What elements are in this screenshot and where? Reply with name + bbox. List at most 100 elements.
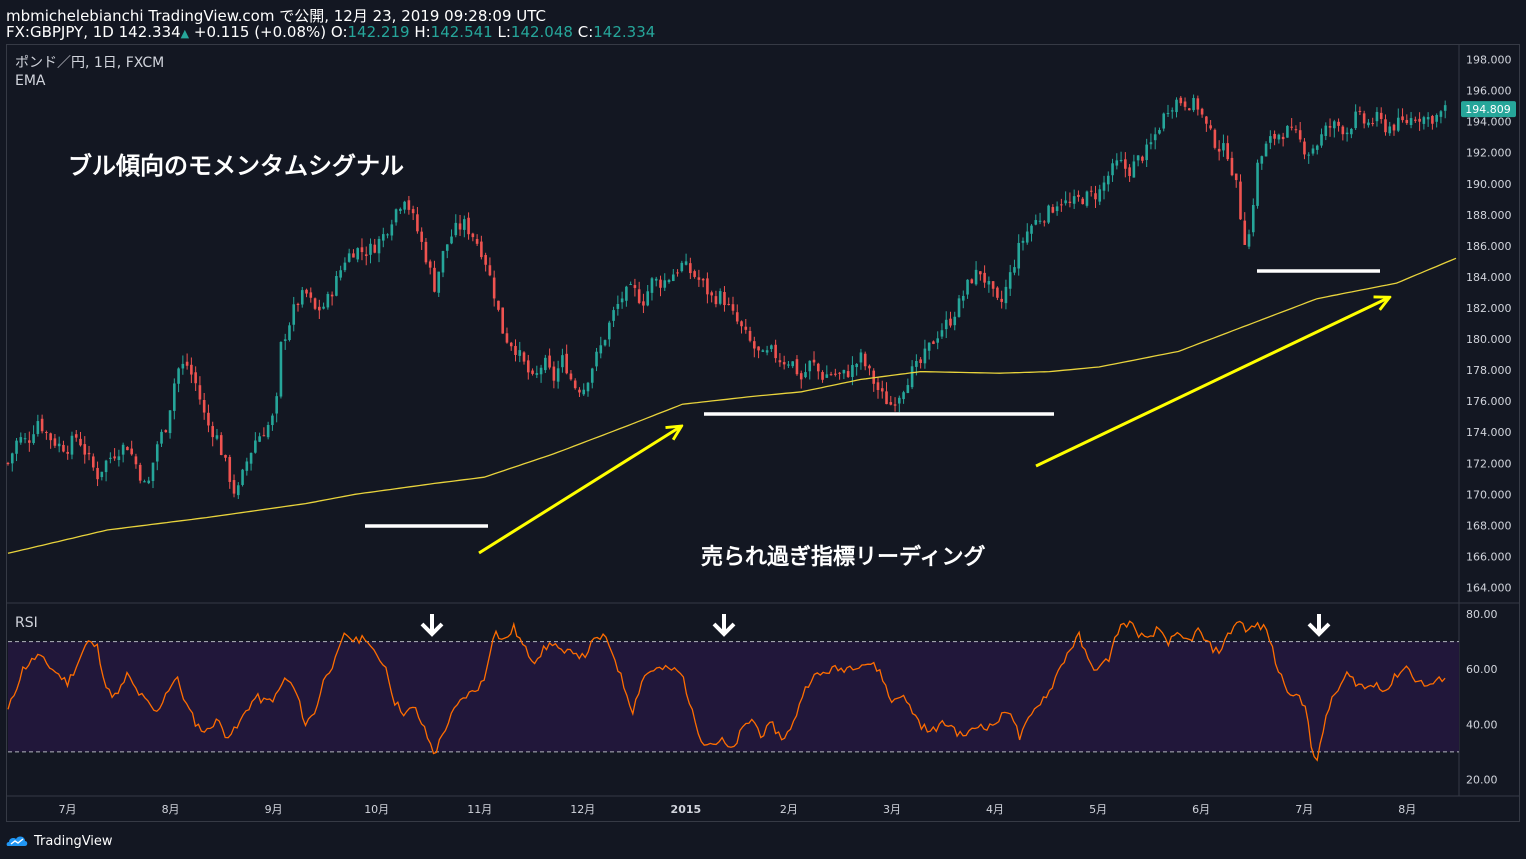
candle xyxy=(1213,128,1217,150)
candle xyxy=(1217,140,1221,161)
price-tick-label: 168.000 xyxy=(1466,519,1512,532)
candle xyxy=(1375,107,1379,127)
candle xyxy=(1234,173,1238,188)
candle xyxy=(765,345,769,356)
price-change: +0.115 (+0.08%) xyxy=(193,23,327,41)
candle xyxy=(1422,115,1426,130)
ema-line xyxy=(7,257,1457,554)
symbol-label[interactable]: FX:GBPJPY, 1D xyxy=(6,23,114,41)
candle xyxy=(876,377,880,399)
candle xyxy=(330,291,334,306)
rsi-axis[interactable]: 20.00 40.00 60.00 80.00 xyxy=(1466,608,1498,786)
candle xyxy=(49,432,52,449)
candle xyxy=(454,214,458,238)
candle xyxy=(390,219,394,241)
candle xyxy=(838,371,841,380)
price-tick-label: 188.000 xyxy=(1466,209,1512,222)
candle xyxy=(262,427,266,437)
candle xyxy=(1008,264,1012,296)
candle xyxy=(791,361,794,369)
candle xyxy=(1166,104,1170,118)
candle xyxy=(723,286,726,312)
candle xyxy=(318,299,321,319)
candle xyxy=(586,381,590,397)
candle xyxy=(1333,119,1336,138)
candle xyxy=(343,257,347,273)
candle xyxy=(761,349,765,353)
candle xyxy=(676,269,679,277)
candle xyxy=(1247,229,1251,250)
candle xyxy=(556,360,560,389)
price-tick-label: 190.000 xyxy=(1466,178,1512,191)
candle xyxy=(1153,127,1157,150)
candle xyxy=(6,461,10,466)
candle xyxy=(79,431,82,447)
candle xyxy=(757,346,760,359)
time-axis[interactable]: 7月 8月 9月 10月 11月 12月 2015 2月 3月 4月 5月 6月 7月 8月 xyxy=(59,803,1417,816)
candle xyxy=(185,353,189,370)
candle xyxy=(1106,171,1110,192)
price-tick-label: 184.000 xyxy=(1466,271,1512,284)
annotation-title: ブル傾向のモメンタムシグナル xyxy=(68,152,404,180)
candle xyxy=(654,276,658,287)
candle xyxy=(1409,112,1413,129)
candle xyxy=(292,296,296,332)
candle xyxy=(1320,128,1323,148)
candle xyxy=(1021,237,1025,251)
candle xyxy=(569,370,573,381)
candle xyxy=(62,440,65,453)
candle xyxy=(701,278,705,288)
footer-brand[interactable]: TradingView xyxy=(6,829,113,853)
candle xyxy=(863,351,867,371)
candle xyxy=(104,459,108,482)
candle xyxy=(407,195,411,215)
high-value: 142.541 xyxy=(430,23,493,41)
candle xyxy=(28,431,31,452)
ema-indicator-label[interactable]: EMA xyxy=(15,73,46,89)
annotation-rsi-note: 売られ過ぎ指標リーディング xyxy=(701,544,985,570)
candle xyxy=(296,302,300,312)
rsi-tick-label: 20.00 xyxy=(1466,773,1498,786)
candle xyxy=(190,357,193,384)
candle xyxy=(254,432,257,454)
candle xyxy=(620,291,624,309)
candle xyxy=(241,468,244,487)
candle xyxy=(1226,135,1229,161)
candle xyxy=(360,238,364,261)
candle xyxy=(335,270,338,297)
rsi-indicator-label[interactable]: RSI xyxy=(15,615,38,631)
candle xyxy=(526,354,530,380)
trend-arrow-2 xyxy=(1035,298,1388,468)
candle xyxy=(816,362,820,380)
candle xyxy=(1132,154,1136,178)
candle xyxy=(19,432,23,445)
price-axis[interactable]: 164.000 166.000 168.000 170.000 172.000 174.0… xyxy=(1466,54,1512,595)
candle xyxy=(1025,223,1029,245)
candle xyxy=(1145,138,1148,168)
candle xyxy=(595,347,598,372)
candle xyxy=(1030,224,1033,242)
candle xyxy=(1418,112,1421,131)
candle xyxy=(1200,107,1204,118)
candle xyxy=(590,367,594,389)
candle xyxy=(880,380,884,399)
candle xyxy=(1439,110,1443,124)
candle xyxy=(83,436,87,464)
candle xyxy=(1307,152,1311,164)
rsi-band xyxy=(8,641,1459,752)
candle xyxy=(1243,212,1247,245)
candle xyxy=(727,297,731,306)
candle xyxy=(531,368,534,376)
chart-frame xyxy=(6,44,1520,822)
candle xyxy=(927,342,931,360)
candle xyxy=(706,272,709,304)
candle xyxy=(693,269,696,279)
time-tick-label: 7月 xyxy=(1295,803,1313,816)
price-tick-label: 198.000 xyxy=(1466,54,1512,67)
candle xyxy=(275,392,278,423)
price-tick-label: 172.000 xyxy=(1466,457,1512,470)
candle xyxy=(548,348,551,370)
candle xyxy=(322,302,325,310)
candle xyxy=(671,268,675,282)
